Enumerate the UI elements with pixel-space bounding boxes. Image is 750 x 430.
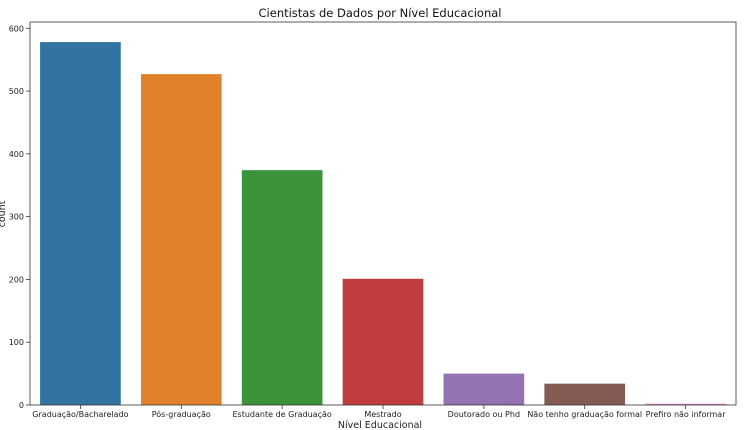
bar <box>443 373 525 405</box>
x-axis-label: Nível Educacional <box>338 420 422 430</box>
y-tick-label: 100 <box>9 338 24 347</box>
x-axis: Graduação/Bacharelado Pós-graduação Estuda… <box>32 405 726 419</box>
x-tick-label: Mestrado <box>364 410 401 419</box>
y-tick-label: 300 <box>9 213 24 222</box>
y-tick-label: 600 <box>9 24 24 33</box>
bar <box>342 278 424 405</box>
y-axis-label: count <box>0 200 8 227</box>
bar <box>544 383 626 405</box>
bars <box>40 42 726 406</box>
x-tick-label: Pós-graduação <box>152 409 211 419</box>
y-tick-label: 200 <box>9 275 24 284</box>
bar <box>40 42 121 406</box>
plot-frame <box>29 21 737 406</box>
y-axis: 0 100 200 300 400 500 600 <box>9 24 30 410</box>
x-tick-label: Estudante de Graduação <box>233 410 332 419</box>
x-tick-label: Graduação/Bacharelado <box>32 410 128 419</box>
bar <box>241 170 323 405</box>
y-tick-label: 0 <box>19 401 24 410</box>
chart-title: Cientistas de Dados por Nível Educaciona… <box>259 6 502 20</box>
x-tick-label: Prefiro não informar <box>646 410 727 419</box>
y-tick-label: 500 <box>9 87 24 96</box>
x-tick-label: Não tenho graduação formal <box>527 410 642 419</box>
plot-border <box>29 21 737 406</box>
y-tick-label: 400 <box>9 150 24 159</box>
bar <box>645 403 726 405</box>
bar <box>140 74 222 406</box>
x-tick-label: Doutorado ou Phd <box>448 410 520 419</box>
